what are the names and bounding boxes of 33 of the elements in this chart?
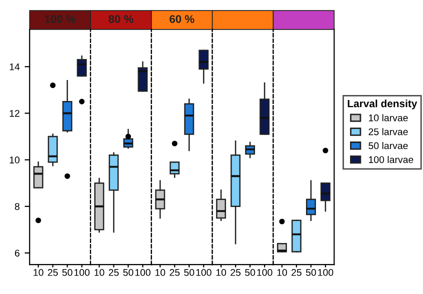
x-tick-label: 50	[62, 269, 72, 276]
chart-title: 60 %	[170, 15, 194, 23]
legend-label: 100 larvae	[368, 156, 414, 164]
x-tick-label: 50	[245, 269, 256, 276]
x-tick-label: 25	[230, 269, 241, 276]
legend-title: Larval density	[348, 100, 418, 110]
legend-label: 50 larvae	[368, 142, 408, 150]
x-tick-label: 100	[257, 269, 272, 276]
chart-title: 100 %	[45, 15, 76, 23]
legend-label: 10 larvae	[368, 114, 408, 122]
y-tick-label: 6	[14, 250, 20, 257]
x-tick-label: 10	[34, 269, 44, 276]
x-tick-label: 10	[216, 269, 226, 276]
x-tick-label: 100	[135, 269, 150, 276]
x-tick-label: 25	[292, 269, 302, 276]
y-tick-label: 14	[10, 63, 20, 70]
x-tick-label: 10	[155, 269, 166, 276]
y-tick-label: 8	[14, 203, 20, 210]
x-tick-label: 10	[94, 269, 104, 276]
x-tick-label: 100	[74, 269, 90, 276]
chart-title: 80 %	[108, 15, 134, 23]
y-tick-label: 12	[10, 110, 20, 117]
x-tick-label: 50	[184, 269, 194, 276]
x-tick-label: 50	[123, 269, 134, 276]
x-tick-label: 25	[48, 269, 58, 276]
legend-label: 25 larvae	[368, 128, 408, 136]
x-tick-label: 100	[318, 269, 334, 276]
x-tick-label: 10	[277, 269, 287, 276]
x-tick-label: 25	[170, 269, 180, 276]
x-tick-label: 50	[306, 269, 316, 276]
x-tick-label: 100	[196, 269, 212, 276]
y-tick-label: 10	[10, 156, 20, 164]
x-tick-label: 25	[108, 269, 119, 276]
